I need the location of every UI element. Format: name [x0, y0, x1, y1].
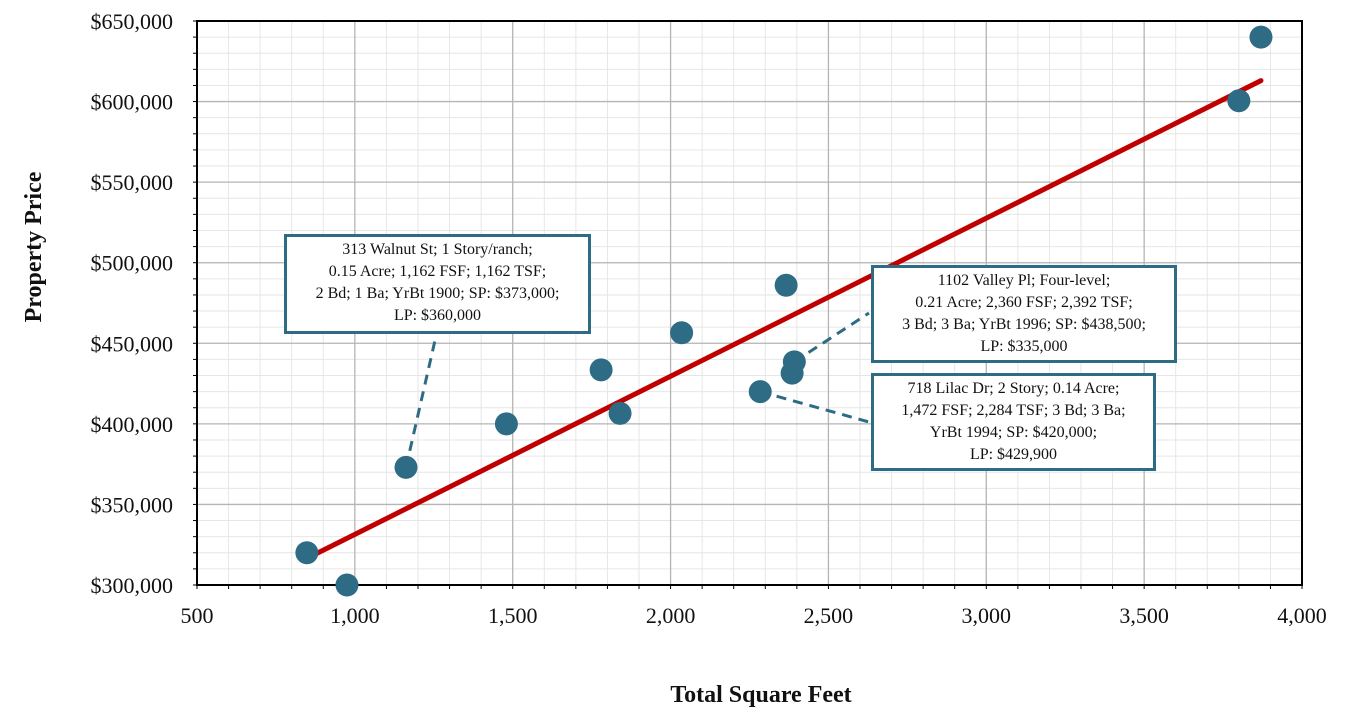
data-point: [494, 412, 518, 436]
x-axis-label: Total Square Feet: [670, 682, 851, 708]
x-tick-label: 3,000: [962, 603, 1012, 628]
annotation-leader-line: [793, 311, 870, 364]
trendline: [304, 78, 1264, 561]
annotation-text-line: 0.21 Acre; 2,360 FSF; 2,392 TSF;: [915, 294, 1133, 311]
x-tick-label: 3,500: [1119, 603, 1169, 628]
y-tick-label: $450,000: [91, 331, 174, 356]
x-tick-label: 4,000: [1277, 603, 1327, 628]
y-tick-label: $650,000: [91, 9, 174, 34]
annotation-callout: 718 Lilac Dr; 2 Story; 0.14 Acre; 1,472 F…: [871, 373, 1156, 471]
x-tick-label: 2,000: [646, 603, 696, 628]
annotation-text-line: 1,472 FSF; 2,284 TSF; 3 Bd; 3 Ba;: [901, 402, 1126, 419]
y-tick-label: $400,000: [91, 412, 174, 437]
annotation-text-line: 313 Walnut St; 1 Story/ranch;: [342, 241, 533, 258]
annotation-text-line: LP: $335,000: [980, 338, 1068, 355]
x-axis-ticks: 500 1,000 1,500 2,000 2,500 3,000 3,500 4,000: [181, 585, 1327, 628]
annotation-text-line: LP: $360,000: [393, 307, 482, 324]
data-point: [1227, 89, 1251, 113]
annotation-text-line: LP: $429,900: [969, 446, 1058, 463]
annotation-leader-line: [404, 335, 438, 468]
annotation-text-line: YrBt 1994; SP: $420,000;: [929, 424, 1098, 441]
data-point: [774, 273, 798, 297]
annotation-text-line: 3 Bd; 3 Ba; YrBt 1996; SP: $438,500;: [902, 316, 1146, 333]
plot-area-frame: [196, 20, 1303, 586]
data-point: [670, 321, 694, 345]
y-axis-label: Property Price: [21, 171, 47, 322]
x-tick-label: 1,000: [330, 603, 380, 628]
y-tick-label: $600,000: [91, 90, 174, 115]
x-tick-label: 1,500: [488, 603, 538, 628]
data-point: [394, 455, 418, 479]
data-point: [295, 541, 319, 565]
annotation-text-line: 1102 Valley Pl; Four-level;: [937, 272, 1111, 289]
annotation-text-line: 718 Lilac Dr; 2 Story; 0.14 Acre;: [907, 380, 1120, 397]
data-point: [782, 350, 806, 374]
y-tick-label: $500,000: [91, 251, 174, 276]
data-point: [335, 573, 359, 597]
y-tick-label: $300,000: [91, 573, 174, 598]
x-tick-label: 500: [181, 603, 214, 628]
annotation-leader-lines: [404, 311, 870, 468]
annotation-leader-line: [759, 390, 870, 424]
data-point: [748, 380, 772, 404]
annotation-callout: 313 Walnut St; 1 Story/ranch; 0.15 Acre; …: [284, 234, 591, 334]
x-tick-label: 2,500: [804, 603, 854, 628]
data-points: [295, 25, 1273, 597]
data-point: [589, 358, 613, 382]
y-tick-label: $350,000: [91, 492, 174, 517]
y-axis-ticks: $300,000 $350,000 $400,000 $450,000 $500,000…: [91, 9, 197, 598]
annotation-text-line: 2 Bd; 1 Ba; YrBt 1900; SP: $373,000;: [315, 285, 560, 302]
data-point: [608, 401, 632, 425]
data-point: [1249, 25, 1273, 49]
annotation-callout: 1102 Valley Pl; Four-level; 0.21 Acre; 2,…: [871, 265, 1177, 363]
annotation-text-line: 0.15 Acre; 1,162 FSF; 1,162 TSF;: [328, 263, 547, 280]
y-tick-label: $550,000: [91, 170, 174, 195]
